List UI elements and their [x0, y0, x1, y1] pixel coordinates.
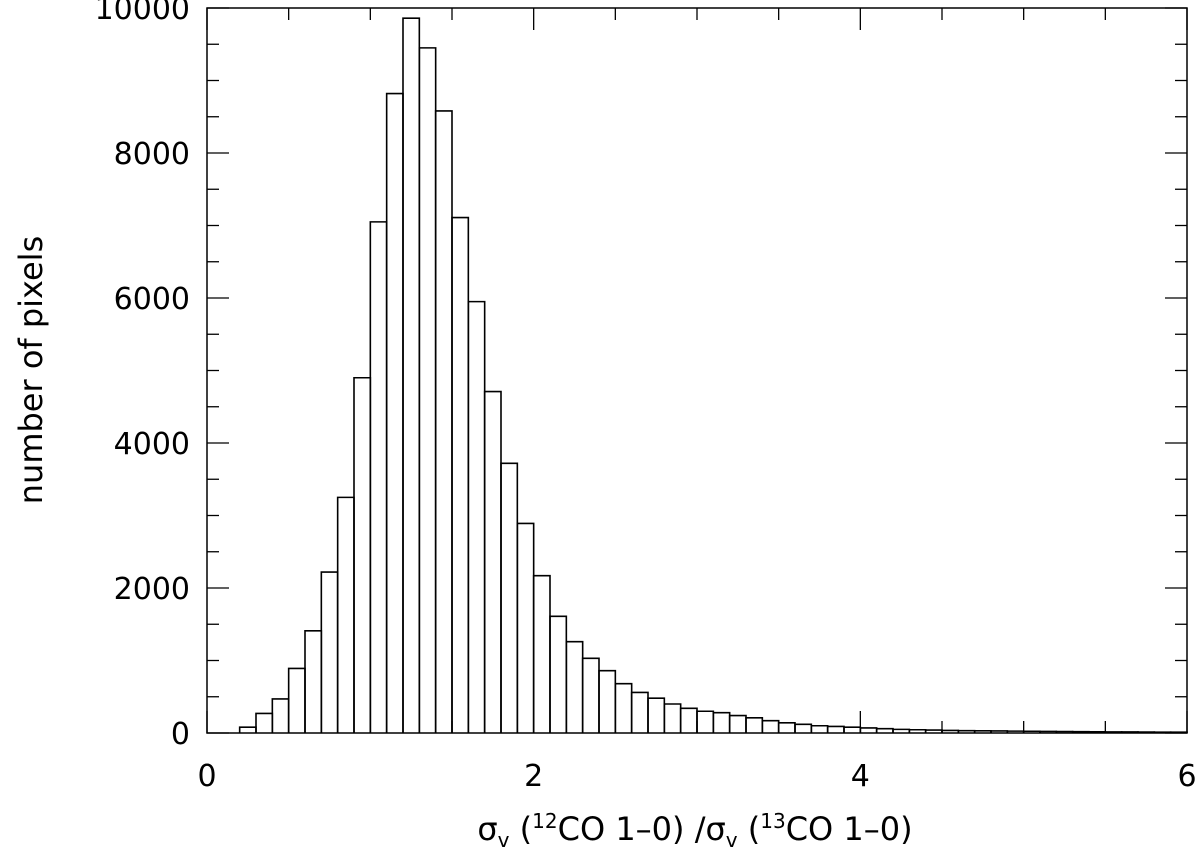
histogram-bin	[385, 92, 404, 733]
histogram-bin	[565, 640, 584, 733]
histogram-bin	[320, 571, 339, 733]
histogram-bin	[598, 669, 617, 733]
histogram-bin	[532, 574, 551, 733]
x-tick-label: 6	[1177, 759, 1196, 794]
histogram-bin	[304, 629, 323, 733]
histogram-bin	[712, 711, 731, 733]
histogram-bin	[745, 716, 764, 733]
histogram-bin	[255, 712, 274, 733]
histogram-bin	[467, 300, 486, 733]
y-tick-label: 0	[171, 717, 190, 752]
histogram-bin	[336, 496, 355, 733]
histogram-bin	[483, 390, 502, 733]
histogram-bin	[614, 682, 633, 733]
y-tick-label: 10000	[95, 0, 190, 27]
histogram-bin	[794, 723, 813, 733]
histogram-bin	[777, 722, 796, 733]
x-tick-label: 4	[851, 759, 870, 794]
y-tick-label: 6000	[114, 282, 190, 317]
histogram-bin	[500, 462, 519, 733]
y-tick-label: 4000	[114, 427, 190, 462]
histogram-bin	[663, 703, 682, 733]
histogram-bin	[271, 698, 290, 733]
histogram-bin	[353, 376, 372, 733]
histogram-bin	[369, 221, 388, 733]
histogram-bin	[418, 47, 437, 733]
histogram-bin	[238, 726, 257, 733]
histogram-bin	[287, 667, 306, 733]
histogram-bin	[630, 691, 649, 733]
x-tick-label: 0	[197, 759, 216, 794]
y-tick-label: 2000	[114, 572, 190, 607]
y-axis-ticks: 0 2000 4000 6000 8000 10000	[95, 0, 1187, 752]
histogram-bin	[549, 615, 568, 733]
x-axis-ticks: 0 2 4 6	[197, 8, 1197, 794]
histogram-bin	[810, 724, 829, 733]
histogram-bin	[696, 710, 715, 733]
histogram-bin	[434, 110, 453, 733]
histogram-bin	[761, 719, 780, 733]
histogram-bin	[679, 707, 698, 733]
histogram-bin	[451, 216, 470, 733]
histogram-bin	[826, 725, 845, 733]
histogram-bin	[647, 697, 666, 733]
histogram-bin	[859, 727, 878, 733]
histogram-bin	[843, 726, 862, 733]
histogram-bin	[728, 714, 747, 733]
y-axis-title: number of pixels	[12, 236, 50, 504]
histogram-bin	[402, 17, 421, 733]
y-tick-label: 8000	[114, 137, 190, 172]
histogram-bin	[516, 522, 535, 733]
x-axis-title: σv (12CO 1–0) /σv (13CO 1–0)	[477, 809, 912, 852]
x-tick-label: 2	[524, 759, 543, 794]
histogram-bars	[238, 17, 1188, 734]
histogram-bin	[581, 657, 600, 733]
